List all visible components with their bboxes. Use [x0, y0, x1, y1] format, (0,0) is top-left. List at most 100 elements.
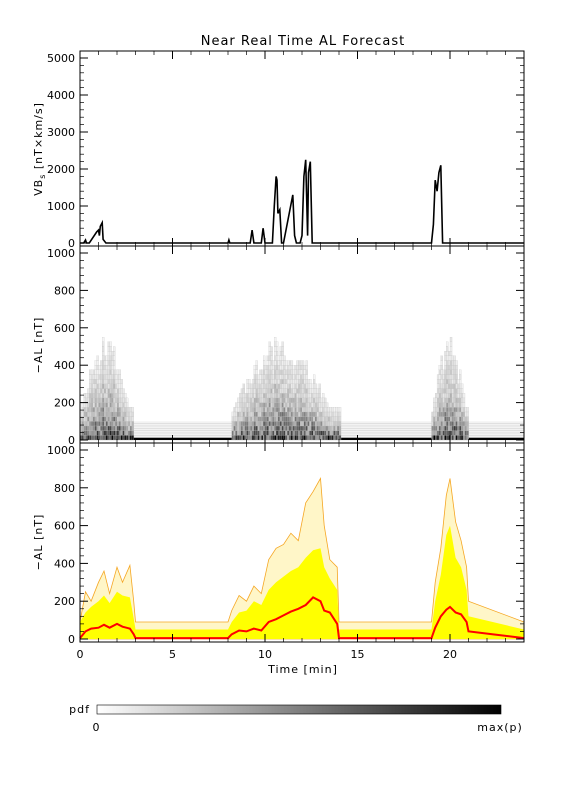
pdf-cell	[279, 346, 282, 352]
pdf-cell	[116, 402, 120, 408]
pdf-cell	[92, 430, 96, 436]
pdf-cell	[268, 388, 271, 394]
pdf-cell	[446, 369, 449, 375]
pdf-cell	[303, 430, 307, 436]
pdf-cell	[290, 374, 294, 380]
pdf-cell	[94, 369, 97, 375]
pdf-cell	[89, 369, 92, 375]
pdf-cell	[300, 383, 303, 389]
pdf-cell	[446, 360, 449, 366]
pdf-cell	[292, 379, 295, 385]
pdf-cell	[298, 397, 301, 403]
pdf-cell	[300, 360, 303, 366]
pdf-cell	[318, 383, 321, 389]
pdf-cell	[274, 397, 277, 403]
pdf-cell	[301, 416, 305, 422]
pdf-cell	[268, 421, 271, 427]
pdf-cell	[118, 388, 121, 394]
pdf-cell	[96, 388, 99, 394]
pdf-cell	[461, 388, 464, 394]
pdf-cell	[257, 411, 260, 417]
pdf-cell	[276, 397, 279, 403]
pdf-cell	[314, 393, 318, 399]
pdf-cell	[107, 402, 110, 408]
pdf-cell	[440, 397, 443, 403]
pdf-cell	[283, 355, 286, 361]
pdf-cell	[120, 402, 123, 408]
pdf-cell	[288, 430, 292, 436]
pdf-cell	[272, 407, 275, 413]
pdf-cell	[94, 416, 97, 422]
pdf-cell	[281, 411, 284, 417]
pdf-cell	[270, 402, 273, 408]
pdf-cell	[294, 383, 297, 389]
pdf-cell	[466, 411, 469, 417]
pdf-cell	[96, 365, 99, 370]
pdf-cell	[100, 379, 103, 385]
pdf-cell	[103, 365, 107, 370]
pdf-cell	[309, 421, 312, 427]
pdf-cell	[103, 379, 107, 385]
pdf-cell	[301, 374, 305, 380]
pdf-cell	[444, 388, 447, 394]
pdf-cell	[92, 416, 96, 422]
pdf-cell	[290, 407, 294, 413]
pdf-cell	[435, 425, 438, 431]
pdf-cell	[122, 407, 125, 413]
pdf-cell	[251, 416, 255, 422]
pdf-cell	[300, 411, 303, 417]
pdf-cell	[100, 430, 103, 436]
pdf-cell	[311, 407, 314, 413]
pdf-cell	[313, 393, 316, 399]
pdf-cell	[283, 407, 286, 413]
pdf-cell	[263, 402, 266, 408]
pdf-cell	[292, 435, 295, 441]
pdf-cell	[103, 374, 107, 380]
pdf-cell	[244, 407, 247, 413]
pdf-cell	[270, 411, 273, 417]
pdf-cell	[272, 411, 275, 417]
pdf-cell	[292, 383, 295, 389]
pdf-cell	[440, 402, 443, 408]
pdf-cell	[307, 421, 310, 427]
pdf-cell	[107, 360, 110, 366]
pdf-cell	[231, 416, 234, 422]
pdf-cell	[462, 407, 466, 413]
pdf-cell	[294, 397, 297, 403]
pdf-cell	[253, 421, 257, 427]
pdf-cell	[311, 421, 314, 427]
pdf-cell	[268, 369, 271, 375]
pdf-cell	[283, 379, 286, 385]
pdf-cell	[266, 388, 270, 394]
pdf-cell	[239, 402, 242, 408]
pdf-cell	[444, 416, 447, 422]
pdf-cell	[311, 430, 314, 436]
pdf-cell	[440, 369, 443, 375]
pdf-cell	[242, 421, 245, 427]
pdf-cell	[264, 425, 268, 431]
pdf-cell	[309, 397, 312, 403]
pdf-cell	[309, 411, 312, 417]
pdf-cell	[296, 407, 299, 413]
pdf-cell	[259, 416, 262, 422]
pdf-cell	[442, 369, 445, 375]
pdf-cell	[453, 365, 456, 370]
pdf-cell	[288, 365, 292, 370]
pdf-cell	[338, 430, 342, 436]
pdf-cell	[89, 407, 92, 413]
pdf-cell	[253, 374, 257, 380]
pdf-cell	[251, 430, 255, 436]
pdf-cell	[103, 402, 107, 408]
pdf-cell	[111, 379, 114, 385]
pdf-cell	[270, 388, 273, 394]
pdf-cell	[440, 383, 443, 389]
pdf-cell	[105, 374, 109, 380]
pdf-cell	[96, 421, 99, 427]
pdf-cell	[94, 379, 97, 385]
pdf-cell	[98, 430, 101, 436]
pdf-cell	[331, 416, 334, 422]
pdf-cell	[120, 425, 123, 431]
pdf-cell	[96, 383, 99, 389]
pdf-cell	[281, 365, 284, 370]
pdf-cell	[305, 411, 308, 417]
